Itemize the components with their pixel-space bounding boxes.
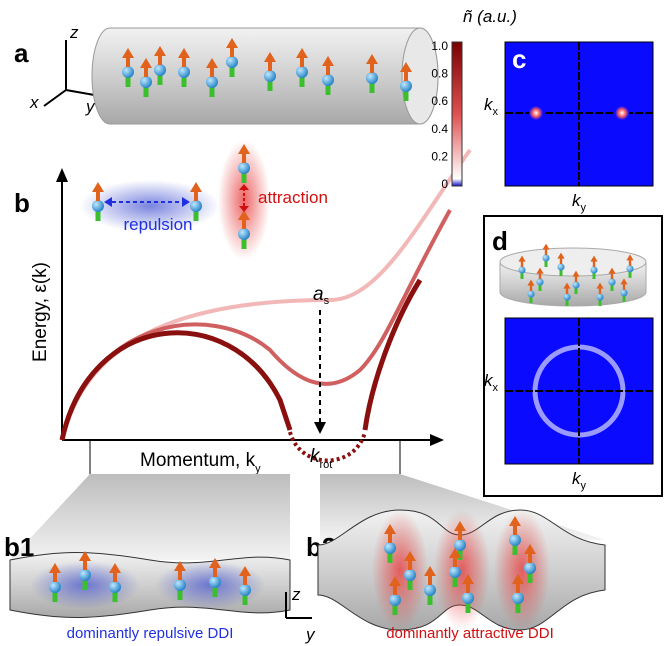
panel-label: c	[512, 44, 526, 74]
y-axis-label: kx	[484, 95, 499, 118]
colorbar-tick-label: 0.2	[431, 149, 448, 163]
text: k	[484, 95, 494, 114]
panel-label: a	[14, 38, 29, 68]
text: x	[493, 106, 499, 118]
x-axis-label: ky	[572, 191, 587, 214]
as-label: as	[313, 284, 330, 307]
axis-label: y	[305, 625, 316, 644]
y-axis-label: kx	[484, 371, 499, 394]
axes-b	[61, 180, 432, 441]
text: k	[572, 191, 582, 210]
axis-label: z	[69, 23, 79, 42]
caption: dominantly repulsive DDI	[67, 625, 234, 642]
colorbar-tick-label: 1.0	[431, 39, 448, 53]
zoom-funnel	[10, 474, 290, 560]
text: y	[255, 463, 261, 475]
text: x	[493, 382, 499, 394]
curve	[59, 330, 293, 441]
y-axis-label: Energy, ε(k)	[30, 262, 51, 362]
colorbar-tick-label: 0.8	[431, 67, 448, 81]
caption: dominantly attractive DDI	[386, 625, 554, 642]
text: a	[313, 284, 324, 305]
colorbar-tick-label: 0.6	[431, 94, 448, 108]
krot-label: krot	[310, 446, 332, 471]
axis-label: z	[291, 585, 301, 604]
axis-label: x	[29, 93, 39, 112]
text: k	[310, 446, 321, 467]
text: y	[581, 480, 587, 492]
repulsion-label: repulsion	[124, 215, 193, 234]
text: y	[581, 202, 587, 214]
curve	[362, 278, 423, 431]
x-axis-label: Momentum, ky	[140, 450, 261, 475]
colorbar-tick-label: 0	[441, 177, 448, 191]
text: k	[484, 371, 494, 390]
cylinder-end	[401, 27, 439, 125]
text: s	[324, 295, 330, 307]
colorbar-title: ñ (a.u.)	[463, 7, 517, 26]
glow	[80, 180, 220, 232]
text: rot	[320, 459, 333, 471]
panel-label: d	[492, 226, 508, 256]
colorbar	[451, 41, 463, 187]
axis-label: y	[85, 97, 96, 116]
x-axis-label: ky	[572, 469, 587, 492]
text: k	[572, 469, 582, 488]
colorbar-tick-label: 0.4	[431, 122, 448, 136]
panel-label: b	[14, 188, 30, 218]
curve-dotted	[288, 431, 367, 463]
text: Momentum, k	[140, 450, 256, 471]
attraction-label: attraction	[258, 188, 328, 207]
